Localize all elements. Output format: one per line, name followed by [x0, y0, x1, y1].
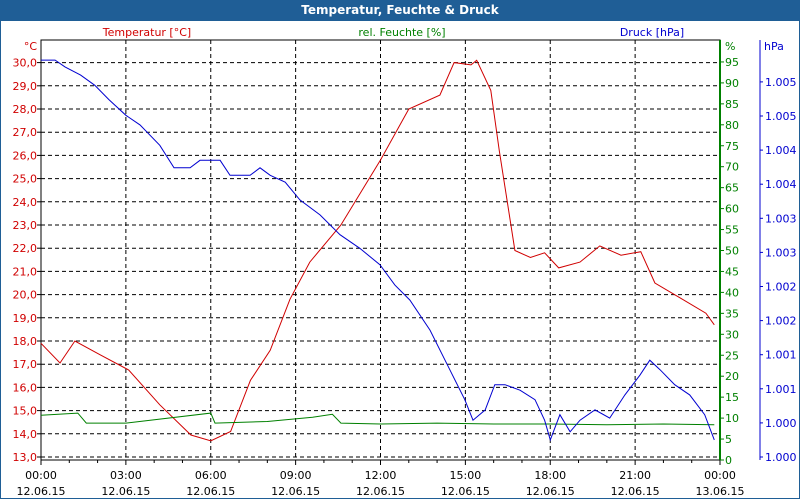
- humidity-tick-label: 60: [725, 203, 739, 216]
- humidity-tick-label: 90: [725, 77, 739, 90]
- temp-tick-label: 26,0: [13, 149, 38, 162]
- temp-axis-title: Temperatur [°C]: [102, 26, 191, 39]
- humidity-tick-label: 65: [725, 182, 739, 195]
- x-tick-time-label: 09:00: [280, 469, 312, 482]
- series-line-hum: [40, 412, 715, 426]
- x-tick-time-label: 03:00: [110, 469, 142, 482]
- temp-tick-label: 13,0: [13, 451, 38, 464]
- temp-unit-label: °C: [24, 40, 38, 53]
- temp-tick-label: 21,0: [13, 265, 38, 278]
- temp-tick-label: 19,0: [13, 312, 38, 325]
- temp-tick-label: 22,0: [13, 242, 38, 255]
- x-tick-date-label: 12.06.15: [17, 485, 66, 498]
- x-tick-time-label: 12:00: [365, 469, 397, 482]
- humidity-tick-label: 75: [725, 140, 739, 153]
- temp-tick-label: 29,0: [13, 80, 38, 93]
- pressure-tick-label: 1.002: [765, 315, 797, 328]
- x-tick-date-label: 12.06.15: [101, 485, 150, 498]
- humidity-unit-label: %: [725, 40, 735, 53]
- x-tick-date-label: 12.06.15: [356, 485, 405, 498]
- chart-title: Temperatur, Feuchte & Druck: [0, 0, 800, 21]
- x-tick-date-label: 13.06.15: [696, 485, 745, 498]
- humidity-tick-label: 15: [725, 391, 739, 404]
- humidity-tick-label: 35: [725, 307, 739, 320]
- pressure-tick-label: 1.000: [765, 417, 797, 430]
- x-tick-date-label: 12.06.15: [271, 485, 320, 498]
- pressure-tick-label: 1.003: [765, 246, 797, 259]
- humidity-tick-label: 0: [725, 454, 732, 467]
- x-tick-time-label: 15:00: [450, 469, 482, 482]
- x-tick-date-label: 12.06.15: [611, 485, 660, 498]
- x-tick-time-label: 21:00: [619, 469, 651, 482]
- temp-tick-label: 28,0: [13, 103, 38, 116]
- humidity-tick-label: 55: [725, 224, 739, 237]
- humidity-tick-label: 50: [725, 245, 739, 258]
- x-tick-time-label: 00:00: [25, 469, 57, 482]
- humidity-tick-label: 95: [725, 56, 739, 69]
- x-tick-date-label: 12.06.15: [186, 485, 235, 498]
- humidity-tick-label: 80: [725, 119, 739, 132]
- pressure-tick-label: 1.004: [765, 144, 797, 157]
- pressure-tick-label: 1.003: [765, 212, 797, 225]
- series-line-press: [41, 59, 715, 442]
- humidity-tick-label: 70: [725, 161, 739, 174]
- pressure-tick-label: 1.000: [765, 451, 797, 464]
- humidity-tick-label: 30: [725, 328, 739, 341]
- humidity-tick-label: 10: [725, 412, 739, 425]
- temp-tick-label: 17,0: [13, 358, 38, 371]
- temp-tick-label: 15,0: [13, 405, 38, 418]
- series-line-temp: [40, 59, 715, 442]
- pressure-tick-label: 1.001: [765, 349, 797, 362]
- pressure-tick-label: 1.002: [765, 281, 797, 294]
- temp-tick-label: 30,0: [13, 57, 38, 70]
- humidity-tick-label: 20: [725, 370, 739, 383]
- temp-tick-label: 18,0: [13, 335, 38, 348]
- pressure-tick-label: 1.004: [765, 178, 797, 191]
- x-tick-time-label: 06:00: [195, 469, 227, 482]
- humidity-tick-label: 5: [725, 433, 732, 446]
- x-tick-date-label: 12.06.15: [526, 485, 575, 498]
- pressure-tick-label: 1.005: [765, 76, 797, 89]
- humidity-tick-label: 45: [725, 265, 739, 278]
- temp-tick-label: 25,0: [13, 173, 38, 186]
- humidity-tick-label: 85: [725, 98, 739, 111]
- temp-tick-label: 24,0: [13, 196, 38, 209]
- pressure-unit-label: hPa: [764, 40, 784, 53]
- temp-tick-label: 27,0: [13, 126, 38, 139]
- temp-tick-label: 23,0: [13, 219, 38, 232]
- pressure-axis-title: Druck [hPa]: [620, 26, 684, 39]
- x-tick-time-label: 18:00: [534, 469, 566, 482]
- temp-tick-label: 14,0: [13, 428, 38, 441]
- pressure-tick-label: 1.005: [765, 110, 797, 123]
- humidity-tick-label: 25: [725, 349, 739, 362]
- humidity-axis-title: rel. Feuchte [%]: [358, 26, 445, 39]
- pressure-tick-label: 1.001: [765, 383, 797, 396]
- x-tick-date-label: 12.06.15: [441, 485, 490, 498]
- temp-tick-label: 16,0: [13, 381, 38, 394]
- humidity-tick-label: 40: [725, 286, 739, 299]
- temp-tick-label: 20,0: [13, 289, 38, 302]
- x-tick-time-label: 00:00: [704, 469, 736, 482]
